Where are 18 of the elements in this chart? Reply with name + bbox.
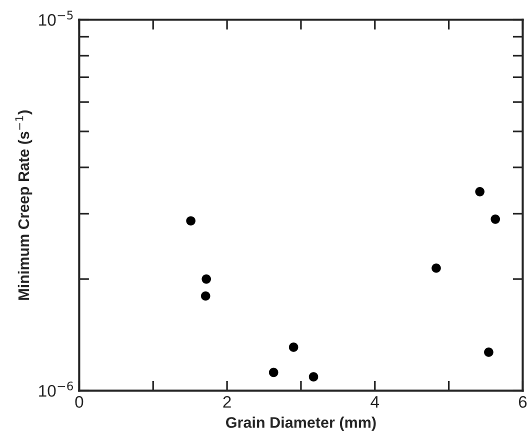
point — [475, 187, 485, 196]
y-tick-label: 10$^{−5}$ — [39, 10, 73, 26]
point — [202, 274, 211, 284]
point — [268, 368, 278, 378]
point — [432, 263, 441, 273]
y-tick-label: 10$^{−6}$ — [39, 382, 73, 397]
x-axis-title: Grain Diameter (mm) — [226, 416, 376, 431]
point — [200, 291, 210, 301]
point — [288, 342, 298, 352]
point — [308, 372, 318, 382]
x-tick-label: 0 — [75, 396, 84, 408]
point — [186, 216, 196, 226]
point — [490, 214, 500, 224]
x-tick-label: 2 — [223, 396, 231, 408]
point — [484, 348, 494, 357]
y-axis-title: Minimum Creep Rate (s$^{−1}$) — [15, 110, 32, 300]
x-tick-label: 4 — [370, 396, 380, 408]
x-tick-label: 6 — [518, 396, 527, 408]
